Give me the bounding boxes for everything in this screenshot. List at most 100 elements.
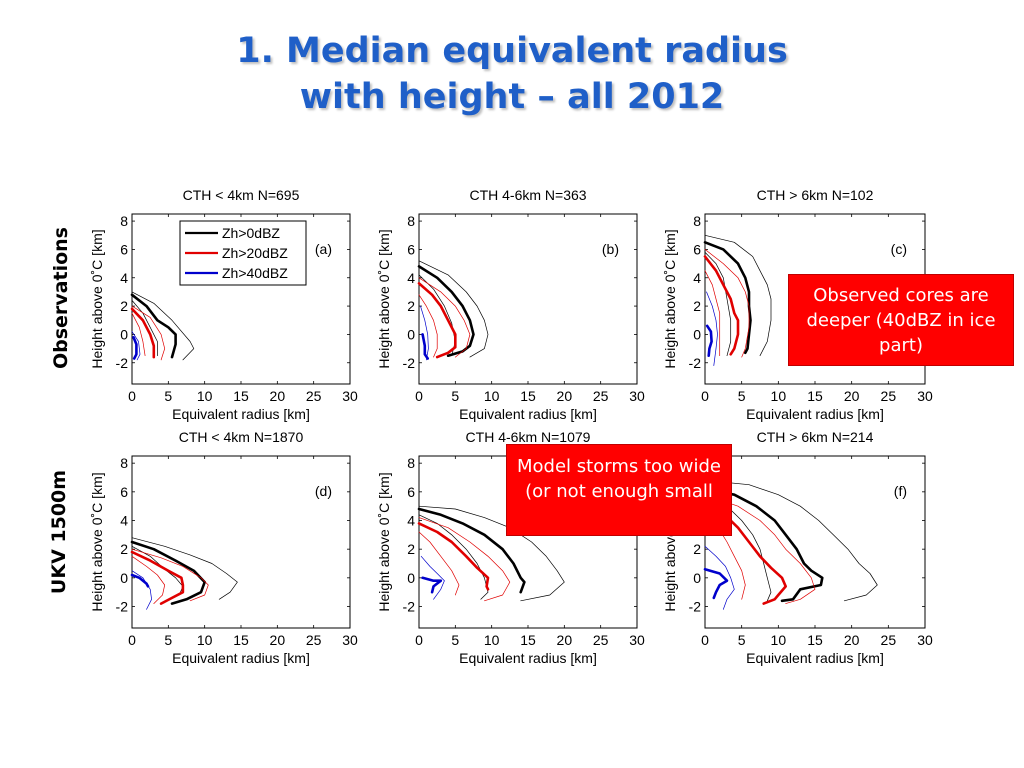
x-axis-label: Equivalent radius [km] <box>459 406 597 422</box>
panel-label: (c) <box>891 241 907 257</box>
series-line-outer <box>706 291 718 366</box>
series-line-outer <box>131 570 152 610</box>
x-tick-label: 5 <box>164 388 172 404</box>
series-line-median <box>703 241 752 355</box>
x-tick-label: 25 <box>593 388 609 404</box>
y-tick-label: 6 <box>120 484 128 500</box>
y-tick-label: 8 <box>120 213 128 229</box>
callout-observed-cores: Observed cores are deeper (40dBZ in ice … <box>788 274 1014 366</box>
y-tick-label: 6 <box>120 241 128 257</box>
x-axis-label: Equivalent radius [km] <box>746 406 884 422</box>
series-line-median <box>705 324 713 358</box>
callout-model-storms: Model storms too wide (or not enough sma… <box>506 444 732 536</box>
panel-label: (a) <box>315 241 332 257</box>
y-tick-label: 4 <box>407 513 415 529</box>
chart-title: CTH < 4km N=695 <box>183 187 300 203</box>
series-line-inner <box>704 270 721 357</box>
series-line-median <box>703 487 824 603</box>
plot-frame <box>704 455 926 629</box>
y-tick-label: 0 <box>407 326 415 342</box>
x-tick-label: 5 <box>451 388 459 404</box>
chart-title: CTH 4-6km N=1079 <box>466 429 591 445</box>
chart-title: CTH 4-6km N=363 <box>469 187 586 203</box>
series-line-outer <box>704 480 878 602</box>
series-line-outer <box>418 260 489 358</box>
series-line-inner <box>131 312 146 357</box>
y-tick-label: 4 <box>693 270 701 286</box>
x-tick-label: 15 <box>233 388 249 404</box>
series-line-outer <box>420 555 445 600</box>
x-tick-label: 20 <box>844 388 860 404</box>
series-line-outer <box>704 234 772 357</box>
y-tick-label: 6 <box>407 241 415 257</box>
x-axis-label: Equivalent radius [km] <box>172 406 310 422</box>
x-tick-label: 25 <box>881 632 897 648</box>
series-line-inner <box>131 555 166 604</box>
x-tick-label: 5 <box>738 388 746 404</box>
y-tick-label: 4 <box>407 270 415 286</box>
x-tick-label: 20 <box>557 632 573 648</box>
series-line-median <box>417 522 490 591</box>
y-tick-label: 2 <box>120 298 128 314</box>
x-tick-label: 20 <box>557 388 573 404</box>
y-tick-label: 0 <box>407 570 415 586</box>
x-tick-label: 20 <box>270 632 286 648</box>
x-tick-label: 30 <box>917 632 933 648</box>
series-line-outer <box>131 548 209 602</box>
x-tick-label: 5 <box>164 632 172 648</box>
y-tick-label: 4 <box>120 513 128 529</box>
x-tick-label: 10 <box>484 388 500 404</box>
y-tick-label: 8 <box>693 213 701 229</box>
x-tick-label: 10 <box>771 632 787 648</box>
series-line-median <box>130 293 177 359</box>
y-tick-label: 2 <box>693 541 701 557</box>
y-tick-label: 0 <box>693 326 701 342</box>
series-line-outer <box>704 494 816 604</box>
series-line-outer <box>418 277 471 358</box>
series-line-median <box>421 333 430 360</box>
x-axis-label: Equivalent radius [km] <box>172 650 310 666</box>
series-line-median <box>421 576 443 594</box>
slide-title-line-2: with height – all 2012 <box>299 77 725 117</box>
y-axis-label: Height above 0˚C [km] <box>376 229 392 368</box>
series-line-outer <box>418 505 565 602</box>
chart-panel: 0 5 10 15 20 25 30 -2 0 2 4 6 8 CTH < 4km N=1870 Equiv… <box>89 429 358 666</box>
x-tick-label: 10 <box>771 388 787 404</box>
x-tick-label: 15 <box>807 388 823 404</box>
slide-title: 1. Median equivalent radius with height … <box>0 28 1024 120</box>
x-tick-label: 10 <box>484 632 500 648</box>
series-line-outer <box>131 291 195 361</box>
x-tick-label: 5 <box>451 632 459 648</box>
y-tick-label: -2 <box>116 355 129 371</box>
y-tick-label: 0 <box>120 326 128 342</box>
panel-label: (d) <box>315 483 332 499</box>
y-axis-label: Height above 0˚C [km] <box>376 472 392 611</box>
plot-frame <box>418 213 638 385</box>
x-tick-label: 20 <box>844 632 860 648</box>
x-tick-label: 20 <box>270 388 286 404</box>
y-axis-label: Height above 0˚C [km] <box>89 229 105 368</box>
y-tick-label: 2 <box>120 541 128 557</box>
x-axis-label: Equivalent radius [km] <box>459 650 597 666</box>
chart-title: CTH > 6km N=102 <box>757 187 874 203</box>
x-tick-label: 0 <box>701 632 709 648</box>
x-tick-label: 25 <box>306 388 322 404</box>
series-line-median <box>703 504 788 605</box>
x-tick-label: 0 <box>128 632 136 648</box>
chart-legend: Zh>0dBZ Zh>20dBZ Zh>40dBZ <box>179 220 307 286</box>
chart-panel: 0 5 10 15 20 25 30 -2 0 2 4 6 8 CTH 4-6km N=363 Equiva… <box>376 187 645 422</box>
series-line-median <box>703 255 740 356</box>
y-tick-label: 6 <box>693 241 701 257</box>
legend-label: Zh>40dBZ <box>222 265 288 281</box>
x-tick-label: 30 <box>917 388 933 404</box>
x-axis-label: Equivalent radius [km] <box>746 650 884 666</box>
y-tick-label: 8 <box>120 455 128 471</box>
x-tick-label: 15 <box>807 632 823 648</box>
x-tick-label: 0 <box>415 632 423 648</box>
y-axis-label: Height above 0˚C [km] <box>662 229 678 368</box>
y-tick-label: 8 <box>407 455 415 471</box>
series-line-median <box>703 567 729 600</box>
x-tick-label: 25 <box>306 632 322 648</box>
x-tick-label: 15 <box>520 388 536 404</box>
